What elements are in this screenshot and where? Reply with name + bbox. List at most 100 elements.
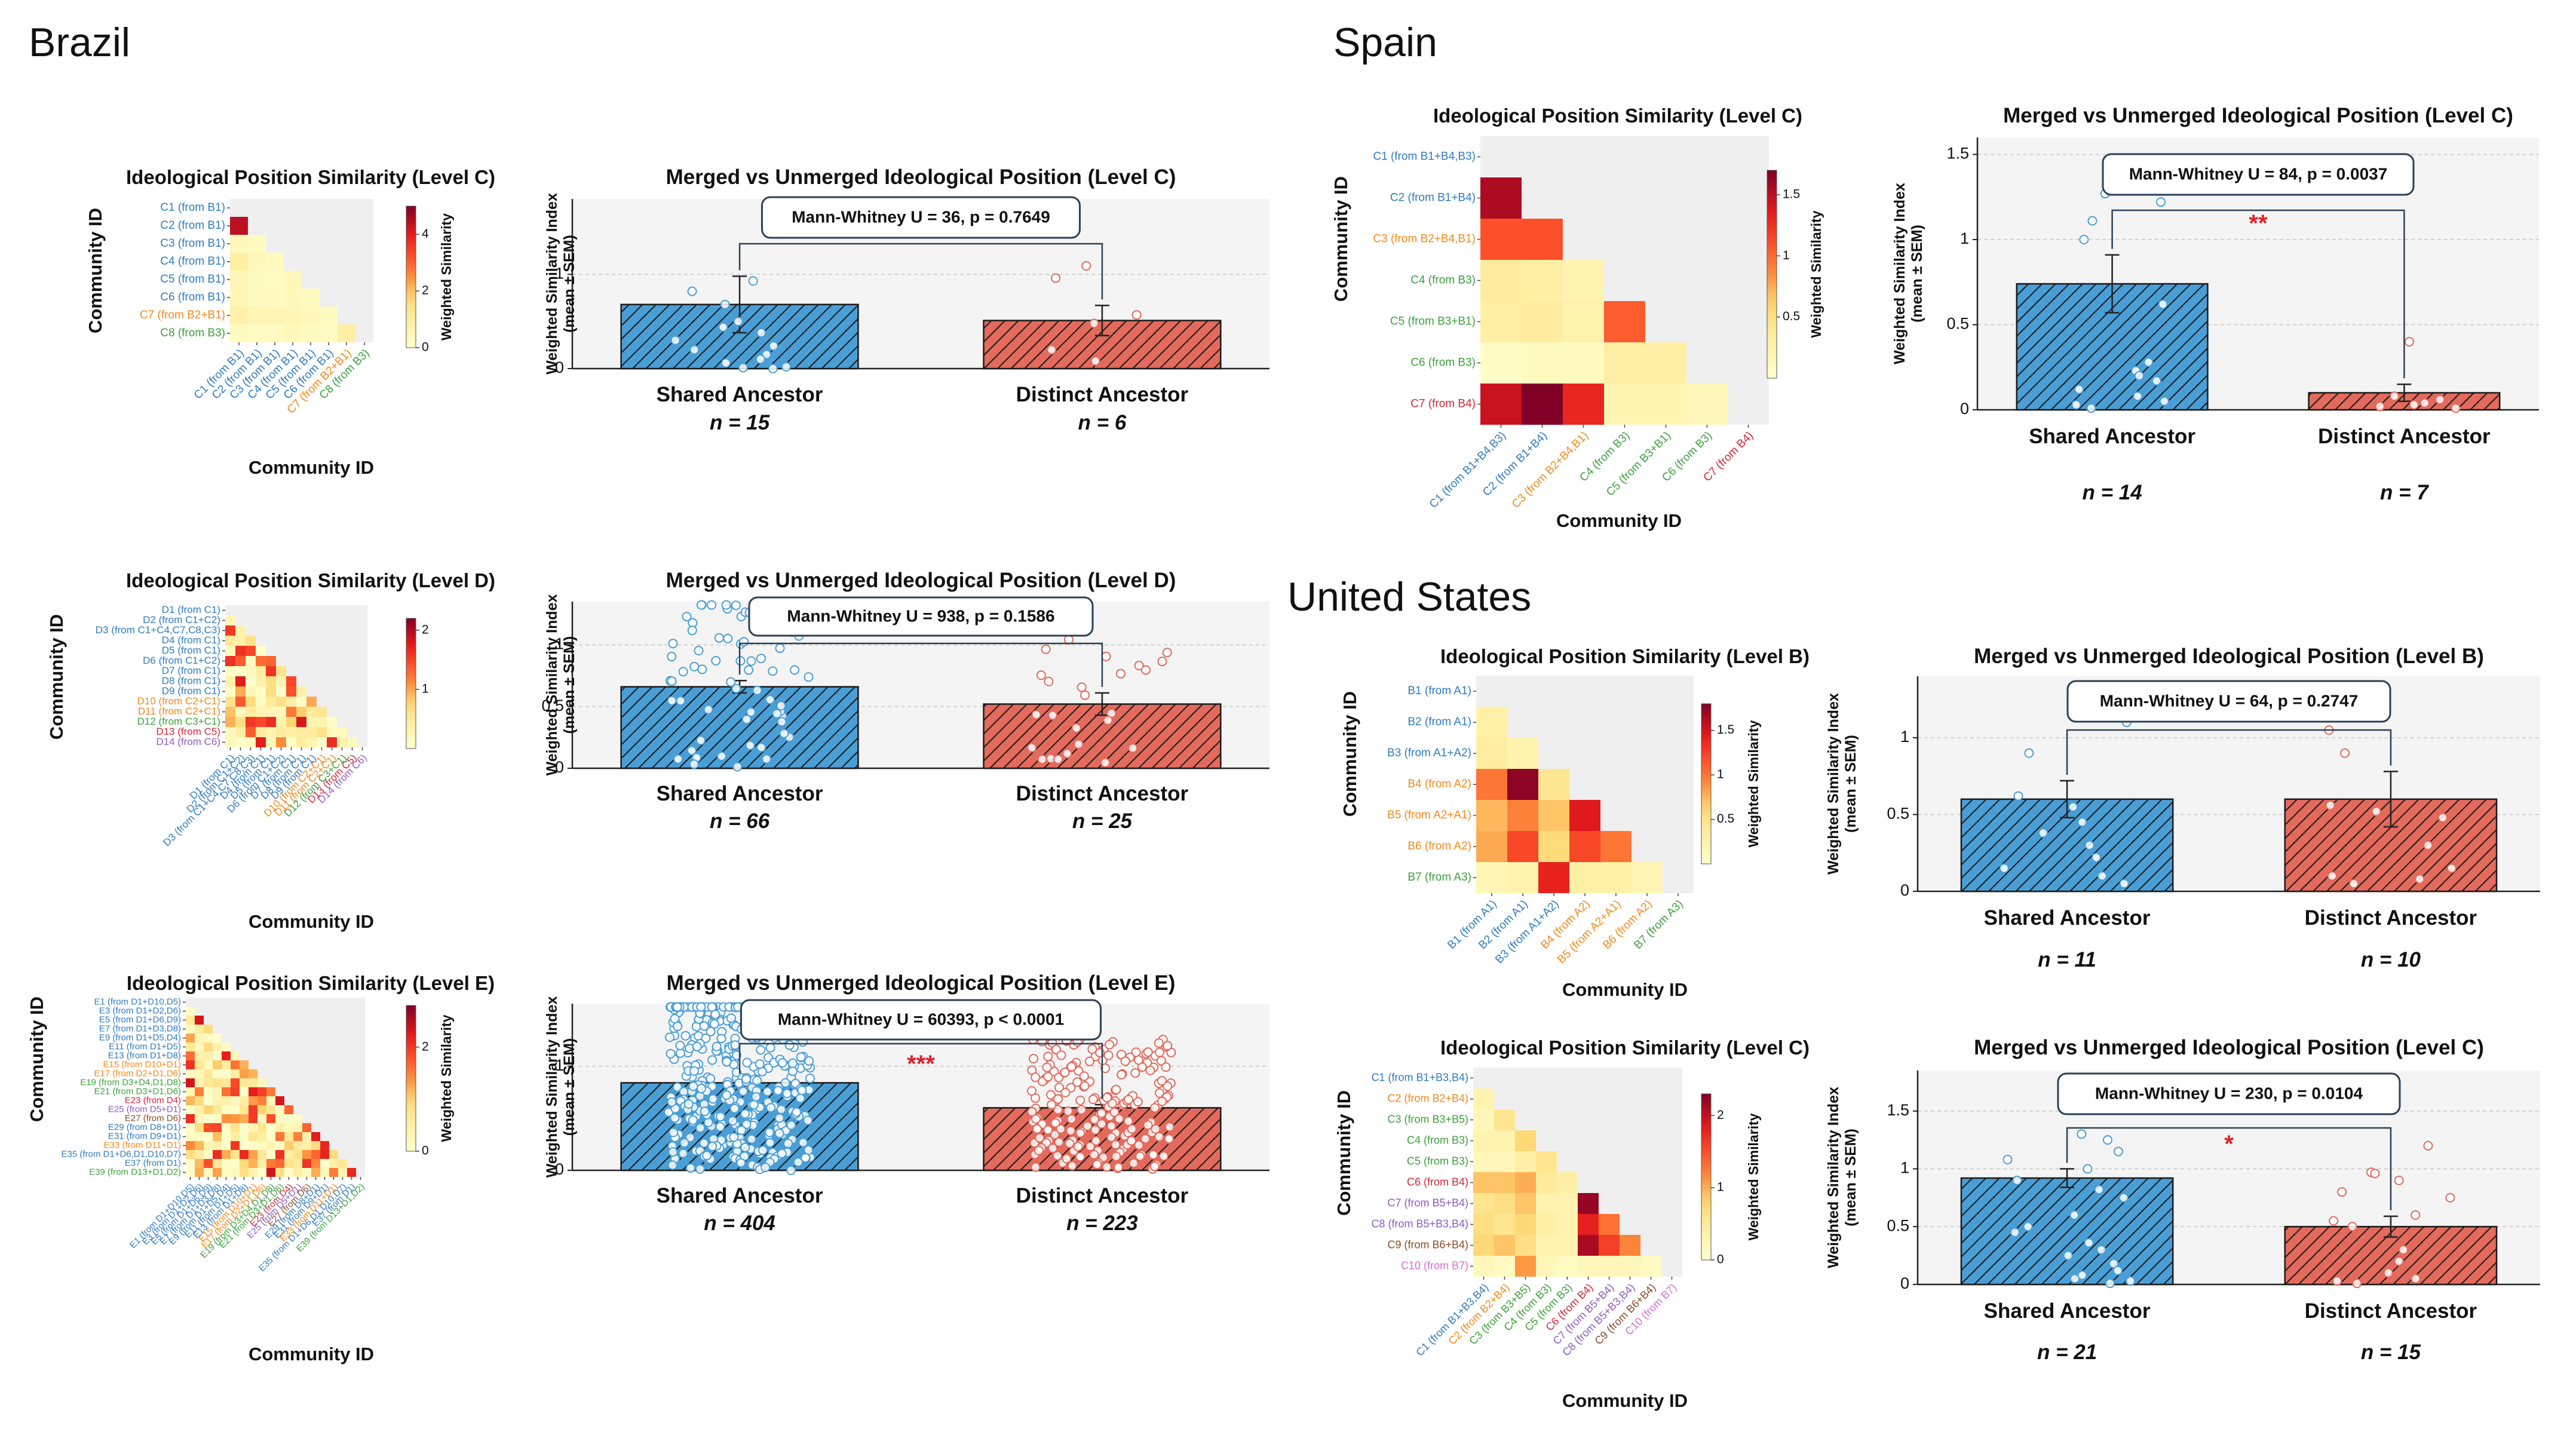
y-axis-label: Weighted Similarity Index bbox=[1825, 693, 1842, 875]
heatmap-cell bbox=[256, 707, 266, 717]
data-point bbox=[1066, 1114, 1077, 1124]
data-point bbox=[2079, 235, 2089, 244]
data-point bbox=[2069, 1274, 2080, 1284]
heatmap-cell bbox=[317, 737, 327, 747]
data-point bbox=[721, 358, 731, 368]
heatmap-cell bbox=[204, 1141, 213, 1150]
y-tick-label: 1 bbox=[555, 634, 564, 652]
heatmap-cell bbox=[231, 1051, 240, 1060]
heatmap-cell bbox=[186, 1034, 195, 1042]
y-tick-label: E17 (from D2+D1,D6) bbox=[94, 1068, 181, 1078]
heatmap-cell bbox=[266, 306, 284, 324]
data-point bbox=[689, 1066, 700, 1076]
data-point bbox=[692, 1041, 702, 1051]
data-point bbox=[1053, 1094, 1063, 1104]
data-point bbox=[801, 1153, 811, 1163]
heatmap-cell bbox=[257, 1105, 266, 1114]
stats-text: Mann-Whitney U = 938, p = 0.1586 bbox=[787, 606, 1054, 625]
y-axis-label: Community ID bbox=[1339, 691, 1360, 817]
y-tick-label: B5 (from A2+A1) bbox=[1387, 809, 1471, 821]
y-tick-label: E39 (from D13+D1,D2) bbox=[89, 1167, 181, 1177]
heatmap-cell bbox=[284, 1150, 293, 1159]
data-point bbox=[2340, 748, 2350, 758]
data-point bbox=[1026, 1086, 1036, 1096]
data-point bbox=[716, 1034, 726, 1044]
y-tick-label: C6 (from B4) bbox=[1407, 1176, 1468, 1188]
heatmap-cell bbox=[222, 1123, 231, 1132]
data-point bbox=[2102, 1135, 2112, 1145]
heatmap-cell bbox=[275, 1105, 284, 1114]
n-label: n = 66 bbox=[710, 809, 770, 833]
heatmap-cell bbox=[320, 306, 338, 324]
data-point bbox=[787, 1066, 798, 1077]
heatmap-cell bbox=[230, 235, 248, 253]
heatmap-cell bbox=[186, 1025, 195, 1034]
data-point bbox=[738, 1086, 749, 1096]
data-point bbox=[667, 1097, 677, 1107]
heatmap-cell bbox=[249, 1132, 257, 1141]
n-label: n = 10 bbox=[2361, 948, 2421, 971]
data-point bbox=[755, 354, 765, 364]
data-point bbox=[2096, 1244, 2106, 1255]
heatmap-cell bbox=[257, 1114, 266, 1123]
y-axis-label: Community ID bbox=[26, 996, 47, 1122]
data-point bbox=[1064, 634, 1074, 645]
data-point bbox=[2327, 871, 2337, 881]
heatmap-cell bbox=[320, 1141, 329, 1150]
colorbar bbox=[406, 206, 416, 348]
heatmap-cell bbox=[284, 271, 302, 289]
y-tick-label: B7 (from A3) bbox=[1407, 871, 1471, 884]
heatmap-cell bbox=[1473, 1151, 1494, 1172]
heatmap-cell bbox=[1599, 1235, 1620, 1256]
heatmap-cell bbox=[296, 686, 306, 697]
data-point bbox=[2423, 840, 2433, 850]
heatmap-cell bbox=[257, 1132, 266, 1141]
y-tick-label: E3 (from D1+D2,D6) bbox=[99, 1005, 181, 1016]
heatmap-cell bbox=[338, 1168, 347, 1177]
heatmap-cell bbox=[275, 1123, 284, 1132]
data-point bbox=[756, 743, 766, 753]
y-tick-label: D5 (from C1) bbox=[162, 645, 220, 656]
y-tick-label: D2 (from C1+C2) bbox=[143, 614, 220, 625]
data-point bbox=[675, 1040, 685, 1050]
heatmap-cell bbox=[1563, 342, 1604, 384]
heatmap-cell bbox=[266, 1096, 275, 1105]
y-axis-label-unit: (mean ± SEM) bbox=[561, 235, 578, 333]
heatmap-cell bbox=[296, 707, 306, 717]
n-label: n = 21 bbox=[2037, 1341, 2097, 1364]
x-tick-label: C3 (from B2+B4,B1) bbox=[1510, 430, 1591, 511]
data-point bbox=[1071, 723, 1081, 733]
x-category-label: Shared Ancestor bbox=[1984, 906, 2151, 930]
heatmap-cell bbox=[1569, 862, 1600, 893]
data-point bbox=[2069, 1210, 2080, 1220]
bar-title: Merged vs Unmerged Ideological Position … bbox=[666, 569, 1176, 592]
heatmap-cell bbox=[230, 253, 248, 271]
heatmap-cell bbox=[235, 676, 246, 686]
y-tick-label: C1 (from B1+B4,B3) bbox=[1373, 151, 1476, 163]
data-point bbox=[1066, 1062, 1077, 1072]
data-point bbox=[2119, 879, 2129, 889]
significance-stars: * bbox=[2224, 1131, 2234, 1157]
heatmap-cell bbox=[1507, 862, 1538, 893]
data-point bbox=[2158, 299, 2168, 309]
data-point bbox=[1048, 1143, 1058, 1154]
heatmap-cell bbox=[240, 1123, 249, 1132]
y-tick-label: D14 (from C6) bbox=[156, 736, 220, 747]
y-tick-label: C10 (from B7) bbox=[1401, 1259, 1468, 1271]
data-point bbox=[1054, 1083, 1065, 1093]
heatmap-cell bbox=[296, 737, 306, 747]
heatmap-cell bbox=[213, 1141, 222, 1150]
data-point bbox=[1106, 1132, 1117, 1142]
data-point bbox=[780, 1078, 790, 1088]
heatmap-cell bbox=[1494, 1151, 1515, 1172]
heatmap-cell bbox=[275, 1141, 284, 1150]
data-point bbox=[772, 709, 782, 719]
data-point bbox=[1100, 1063, 1111, 1074]
heatmap-cell bbox=[195, 1042, 204, 1051]
data-point bbox=[1111, 1140, 1121, 1150]
data-point bbox=[792, 1107, 802, 1117]
data-point bbox=[2071, 400, 2081, 410]
heatmap-cell bbox=[1538, 800, 1569, 831]
significance-bracket bbox=[738, 243, 1103, 300]
data-point bbox=[2091, 853, 2101, 863]
